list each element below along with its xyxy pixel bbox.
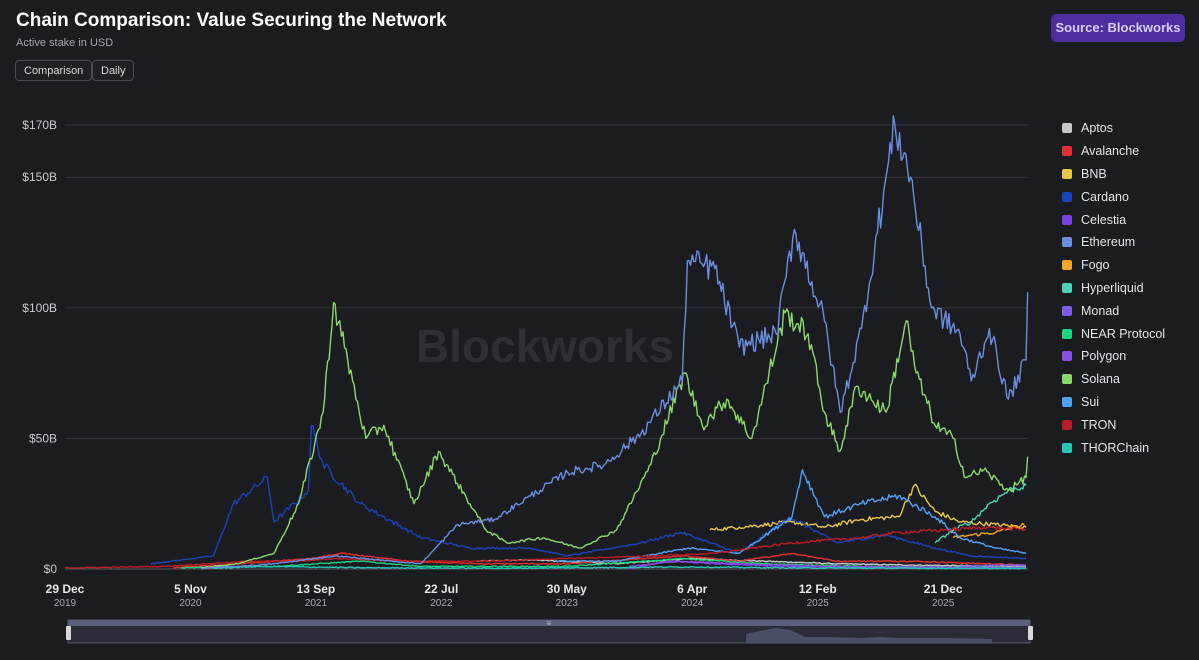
legend-swatch	[1062, 260, 1072, 271]
legend-swatch	[1062, 442, 1072, 453]
range-handle-right[interactable]	[1028, 626, 1033, 640]
y-tick-label: $100B	[22, 301, 57, 315]
x-tick-label: 29 Dec	[46, 582, 85, 596]
legend-swatch	[1062, 396, 1072, 407]
x-tick-year: 2020	[179, 598, 202, 609]
legend-swatch	[1062, 282, 1072, 293]
comparison-button[interactable]: Comparison	[15, 60, 93, 81]
series-line-polygon	[629, 560, 1027, 569]
chart-subtitle: Active stake in USD	[16, 37, 114, 49]
series-line-sui	[555, 469, 1027, 563]
x-tick-year: 2025	[807, 598, 830, 609]
y-tick-label: $150B	[22, 170, 57, 184]
series-line-ethereum	[200, 115, 1029, 570]
y-tick-label: $50B	[29, 431, 57, 445]
source-button[interactable]: Source: Blockworks	[1051, 14, 1185, 42]
legend-item-tron[interactable]: TRON	[1062, 413, 1165, 436]
y-tick-label: $0	[44, 562, 58, 576]
legend-item-near-protocol[interactable]: NEAR Protocol	[1062, 322, 1165, 345]
range-handle-left[interactable]	[66, 626, 71, 640]
legend-swatch	[1062, 328, 1072, 339]
x-tick-year: 2025	[932, 598, 955, 609]
range-navigator-preview	[746, 628, 992, 643]
chart-title: Chain Comparison: Value Securing the Net…	[16, 10, 447, 31]
legend-label: Monad	[1081, 303, 1120, 318]
legend-item-solana[interactable]: Solana	[1062, 368, 1165, 391]
legend-item-avalanche[interactable]: Avalanche	[1062, 140, 1165, 163]
legend-swatch	[1062, 374, 1072, 385]
legend-label: TRON	[1081, 417, 1117, 432]
legend-label: Avalanche	[1081, 144, 1140, 159]
watermark-logo: Blockworks	[416, 320, 674, 372]
series-line-tron	[64, 525, 1027, 569]
legend-swatch	[1062, 419, 1072, 430]
legend-swatch	[1062, 237, 1072, 248]
x-tick-year: 2019	[54, 598, 77, 609]
x-tick-year: 2022	[430, 598, 453, 609]
legend-label: Aptos	[1081, 121, 1113, 136]
x-tick-label: 12 Feb	[799, 582, 837, 596]
legend-item-ethereum[interactable]: Ethereum	[1062, 231, 1165, 254]
x-tick-year: 2024	[681, 598, 704, 609]
x-tick-label: 30 May	[547, 582, 587, 596]
x-tick-label: 5 Nov	[174, 582, 207, 596]
series-line-fogo	[952, 522, 1025, 539]
legend-label: Sui	[1081, 394, 1100, 409]
legend-swatch	[1062, 146, 1072, 157]
legend-label: Fogo	[1081, 258, 1110, 273]
x-tick-label: 21 Dec	[924, 582, 963, 596]
legend-label: Ethereum	[1081, 235, 1136, 250]
legend-swatch	[1062, 191, 1072, 202]
legend-label: Cardano	[1081, 189, 1129, 204]
legend-swatch	[1062, 351, 1072, 362]
legend-item-cardano[interactable]: Cardano	[1062, 185, 1165, 208]
x-tick-year: 2021	[305, 598, 328, 609]
legend-item-fogo[interactable]: Fogo	[1062, 254, 1165, 277]
x-tick-label: 22 Jul	[424, 582, 458, 596]
legend-label: THORChain	[1081, 440, 1150, 455]
range-grip-icon[interactable]: ≡	[547, 619, 552, 628]
x-tick-label: 13 Sep	[297, 582, 336, 596]
y-tick-label: $170B	[22, 118, 57, 132]
legend-item-bnb[interactable]: BNB	[1062, 163, 1165, 186]
series-line-bnb	[709, 483, 1027, 531]
legend-label: NEAR Protocol	[1081, 326, 1166, 341]
series-line-solana	[200, 301, 1029, 569]
legend-label: Solana	[1081, 372, 1120, 387]
x-tick-label: 6 Apr	[677, 582, 708, 596]
legend-item-sui[interactable]: Sui	[1062, 391, 1165, 414]
legend-item-monad[interactable]: Monad	[1062, 299, 1165, 322]
legend-label: Celestia	[1081, 212, 1127, 227]
legend-item-celestia[interactable]: Celestia	[1062, 208, 1165, 231]
chart-legend: Aptos Avalanche BNB Cardano Celestia Ethereum…	[1062, 117, 1165, 459]
legend-label: BNB	[1081, 166, 1107, 181]
legend-item-polygon[interactable]: Polygon	[1062, 345, 1165, 368]
legend-item-thorchain[interactable]: THORChain	[1062, 436, 1165, 459]
series-line-thorchain	[213, 565, 1027, 570]
series-line-cardano	[150, 424, 1027, 565]
legend-swatch	[1062, 214, 1072, 225]
series-line-hyperliquid	[934, 482, 1027, 544]
daily-button[interactable]: Daily	[92, 60, 135, 81]
legend-label: Hyperliquid	[1081, 280, 1144, 295]
range-navigator-scrollbar[interactable]	[68, 620, 1030, 626]
legend-swatch	[1062, 305, 1072, 316]
series-line-monad	[959, 563, 1027, 568]
legend-item-hyperliquid[interactable]: Hyperliquid	[1062, 277, 1165, 300]
legend-item-aptos[interactable]: Aptos	[1062, 117, 1165, 140]
legend-swatch	[1062, 168, 1072, 179]
x-tick-year: 2023	[556, 598, 579, 609]
legend-swatch	[1062, 123, 1072, 134]
legend-label: Polygon	[1081, 349, 1127, 364]
